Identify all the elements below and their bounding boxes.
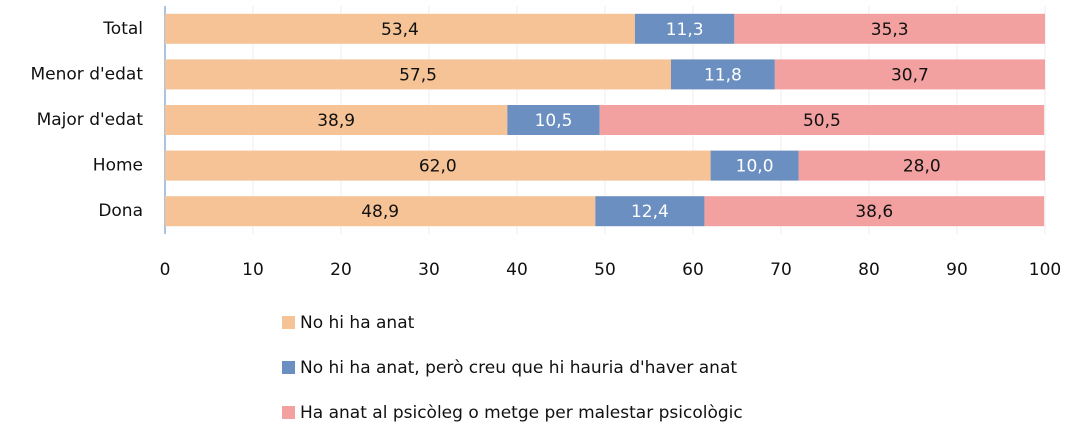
data-label: 48,9 bbox=[361, 202, 399, 222]
x-tick-label: 10 bbox=[242, 260, 264, 280]
data-label: 35,3 bbox=[871, 20, 909, 40]
x-tick-label: 50 bbox=[594, 260, 616, 280]
x-tick-label: 90 bbox=[946, 260, 968, 280]
x-tick-label: 0 bbox=[160, 260, 171, 280]
bar-segment bbox=[704, 196, 1045, 227]
bar-segment bbox=[634, 13, 735, 44]
y-tick-label: Major d'edat bbox=[37, 110, 144, 130]
x-tick-label: 30 bbox=[418, 260, 440, 280]
bar-segment bbox=[165, 150, 711, 181]
legend-swatch bbox=[282, 406, 295, 419]
bar-segment bbox=[507, 105, 600, 135]
data-label: 28,0 bbox=[903, 157, 941, 177]
bar-segment bbox=[710, 150, 799, 181]
bar-segment bbox=[774, 59, 1045, 90]
x-tick-label: 60 bbox=[682, 260, 704, 280]
bar-segment bbox=[599, 105, 1045, 135]
legend-swatch bbox=[282, 316, 295, 329]
data-label: 50,5 bbox=[803, 111, 841, 131]
data-label: 62,0 bbox=[419, 157, 457, 177]
data-label: 11,8 bbox=[704, 65, 742, 85]
legend-label: No hi ha anat bbox=[300, 313, 415, 333]
bar-segment bbox=[595, 196, 705, 227]
x-tick-label: 20 bbox=[330, 260, 352, 280]
bar-segment bbox=[165, 196, 596, 227]
bar-segment bbox=[734, 13, 1045, 44]
y-tick-label: Menor d'edat bbox=[31, 64, 144, 84]
x-tick-label: 40 bbox=[506, 260, 528, 280]
data-label: 11,3 bbox=[666, 20, 704, 40]
bar-segment bbox=[165, 13, 635, 44]
y-tick-label: Total bbox=[102, 19, 143, 39]
bar-segment bbox=[165, 105, 508, 135]
data-label: 12,4 bbox=[631, 202, 669, 222]
data-label: 10,5 bbox=[535, 111, 573, 131]
data-label: 38,6 bbox=[855, 202, 893, 222]
data-label: 53,4 bbox=[381, 20, 419, 40]
data-label: 57,5 bbox=[399, 65, 437, 85]
bar-segment bbox=[165, 59, 671, 90]
legend-label: No hi ha anat, però creu que hi hauria d… bbox=[300, 358, 737, 378]
data-label: 38,9 bbox=[317, 111, 355, 131]
bar-segment bbox=[798, 150, 1045, 181]
x-tick-label: 80 bbox=[858, 260, 880, 280]
data-label: 10,0 bbox=[736, 157, 774, 177]
x-tick-label: 100 bbox=[1029, 260, 1061, 280]
y-tick-label: Home bbox=[93, 156, 143, 176]
data-label: 30,7 bbox=[891, 65, 929, 85]
bar-segment bbox=[671, 59, 775, 90]
y-tick-label: Dona bbox=[98, 201, 143, 221]
legend-label: Ha anat al psicòleg o metge per malestar… bbox=[300, 403, 743, 423]
legend-swatch bbox=[282, 361, 295, 374]
x-tick-label: 70 bbox=[770, 260, 792, 280]
